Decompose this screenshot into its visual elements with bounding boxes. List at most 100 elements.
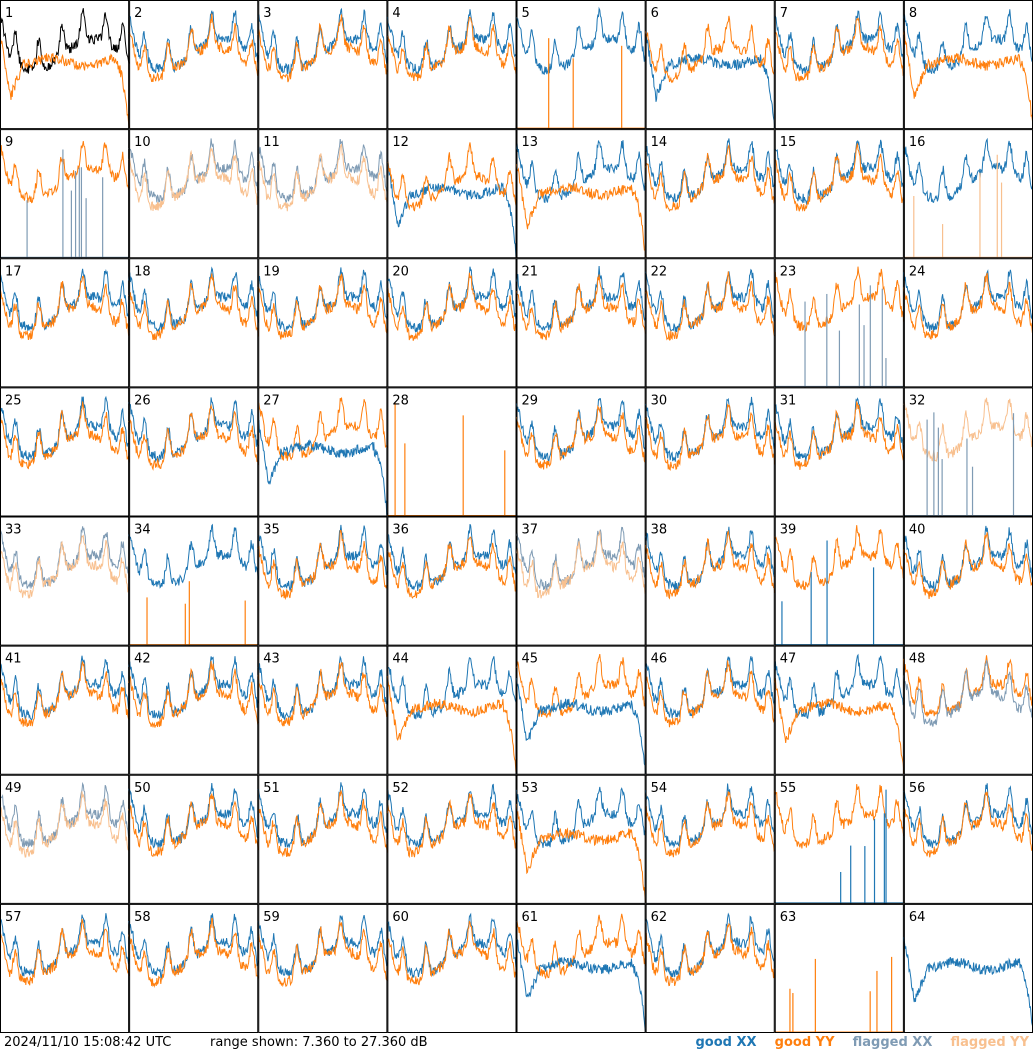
panel-frame [774, 645, 904, 775]
series-good_yy [774, 400, 905, 470]
panel-frame [258, 258, 388, 388]
panel-frame [516, 903, 646, 1033]
panel-25: 25 [0, 387, 130, 517]
series-good_xx [257, 419, 388, 515]
series-good_yy [128, 660, 259, 728]
series-flagged_yy [516, 530, 647, 599]
panel-label: 46 [651, 652, 668, 667]
panel-label: 32 [909, 393, 926, 408]
series-good_xx [903, 937, 1033, 1031]
panel-label: 24 [909, 264, 926, 279]
series-good_xx [516, 6, 647, 75]
panel-label: 10 [134, 135, 151, 150]
panel-label: 54 [651, 781, 668, 796]
series-good_yy [516, 274, 647, 341]
series-good_yy [257, 662, 388, 727]
series-good_xx [386, 783, 517, 849]
panel-label: 9 [5, 135, 13, 150]
panel-47: 47 [774, 645, 905, 775]
panel-label: 50 [134, 781, 151, 796]
series-good_yy [516, 653, 647, 719]
panel-46: 46 [645, 645, 776, 775]
panel-frame [516, 387, 646, 517]
panel-frame [258, 516, 388, 646]
panel-label: 21 [522, 264, 539, 279]
panel-label: 17 [5, 264, 22, 279]
panel-frame [258, 645, 388, 775]
series-good_yy [903, 30, 1033, 128]
panel-label: 22 [651, 264, 668, 279]
series-good_yy [903, 532, 1033, 599]
panel-label: 43 [263, 652, 280, 667]
series-good_xx [516, 938, 647, 1032]
panel-label: 14 [651, 135, 668, 150]
panel-label: 44 [392, 652, 409, 667]
panel-frame [645, 903, 775, 1033]
series-good_xx [128, 523, 259, 589]
panel-33: 33 [0, 516, 130, 646]
panel-1: 1 [0, 0, 130, 130]
panel-frame [774, 258, 904, 388]
series-good_xx [903, 9, 1033, 75]
series-good_xx [645, 526, 776, 592]
series-good_yy [128, 917, 259, 989]
panel-frame [387, 645, 517, 775]
panel-frame [516, 645, 646, 775]
footer: 2024/11/10 15:08:42 UTC range shown: 7.3… [0, 1033, 1033, 1053]
series-good_yy [516, 404, 646, 470]
panel-7: 7 [774, 0, 905, 130]
panel-frame [645, 258, 775, 388]
panel-2: 2 [128, 0, 259, 130]
panel-frame [0, 774, 130, 904]
panel-58: 58 [128, 903, 259, 1033]
panel-11: 11 [257, 129, 388, 259]
series-good_yy [774, 17, 905, 82]
series-good_xx [387, 161, 517, 258]
panel-32: 32 [903, 387, 1033, 517]
panel-label: 37 [522, 523, 539, 538]
panel-frame [645, 387, 775, 517]
series-good_yy [903, 791, 1033, 858]
panel-frame [774, 774, 904, 904]
panel-label: 45 [522, 652, 539, 667]
panel-16: 16 [903, 129, 1033, 259]
panel-frame [258, 0, 388, 130]
panel-36: 36 [386, 516, 517, 646]
panel-frame [387, 0, 517, 130]
panel-54: 54 [645, 774, 776, 904]
panel-label: 35 [263, 523, 280, 538]
panel-frame [129, 0, 259, 130]
legend-good-yy: good YY [774, 1035, 835, 1050]
panel-frame [129, 774, 259, 904]
series-good_yy [774, 143, 905, 212]
series-good_xx [0, 395, 130, 461]
series-good_yy [0, 661, 130, 728]
panel-12: 12 [386, 129, 517, 259]
series-good_xx [257, 655, 388, 721]
panel-label: 34 [134, 523, 151, 538]
series-good_yy [0, 918, 130, 986]
panel-frame [387, 774, 517, 904]
panel-5: 5 [516, 0, 647, 130]
panel-label: 62 [651, 910, 668, 925]
series-good_yy [516, 913, 647, 980]
series-good_yy [774, 678, 905, 774]
panel-45: 45 [516, 645, 647, 775]
panel-frame [0, 903, 130, 1033]
series-flagged_yy [257, 143, 388, 212]
series-good_yy [257, 397, 388, 461]
panel-43: 43 [257, 645, 388, 775]
panel-label: 61 [522, 910, 539, 925]
panel-label: 55 [780, 781, 797, 796]
panel-37: 37 [516, 516, 647, 646]
panel-15: 15 [774, 129, 905, 259]
panel-label: 38 [651, 523, 668, 538]
panel-label: 3 [263, 6, 271, 21]
panel-4: 4 [386, 0, 517, 130]
panel-29: 29 [516, 387, 647, 517]
panel-frame [774, 516, 904, 646]
series-good_yy [0, 275, 130, 340]
panel-frame [516, 0, 646, 130]
series-good_yy [386, 142, 517, 212]
